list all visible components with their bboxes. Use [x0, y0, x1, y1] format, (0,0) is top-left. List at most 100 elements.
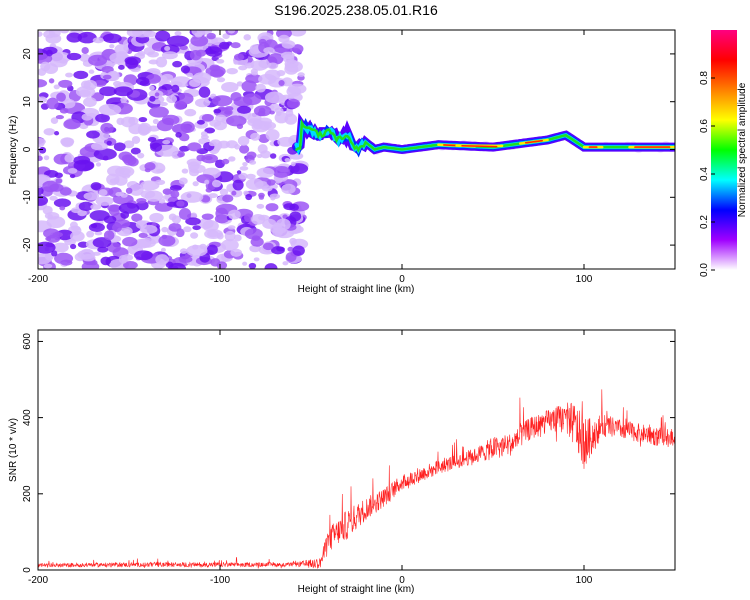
noise-blob: [124, 56, 141, 66]
noise-blob: [210, 68, 225, 78]
noise-blob: [194, 32, 203, 38]
noise-blob: [137, 51, 146, 57]
noise-blob: [180, 65, 191, 74]
noise-blob: [246, 151, 257, 160]
noise-blob: [113, 142, 126, 152]
noise-blob: [136, 197, 147, 204]
colorbar-tick-label: 0.8: [699, 71, 710, 85]
spectrogram-noise-region: [38, 30, 310, 269]
noise-blob: [172, 60, 183, 68]
noise-blob: [83, 97, 97, 108]
noise-blob: [118, 64, 125, 70]
noise-blob: [264, 69, 281, 81]
noise-blob: [169, 184, 182, 191]
noise-blob: [158, 235, 176, 247]
noise-blob: [155, 56, 168, 68]
noise-blob: [147, 137, 157, 142]
noise-blob: [221, 158, 230, 165]
noise-blob: [133, 238, 152, 249]
noise-blob: [148, 106, 169, 118]
noise-blob: [123, 140, 135, 149]
noise-blob: [131, 135, 141, 144]
noise-blob: [38, 31, 43, 37]
noise-blob: [43, 155, 50, 161]
noise-blob: [186, 244, 208, 257]
noise-blob: [40, 61, 51, 72]
noise-blob: [125, 187, 133, 194]
noise-blob: [70, 230, 85, 242]
noise-blob: [63, 119, 81, 130]
noise-blob: [50, 117, 59, 125]
noise-blob: [38, 138, 46, 146]
noise-blob: [276, 246, 285, 252]
noise-blob: [272, 227, 283, 237]
noise-blob: [233, 59, 239, 65]
noise-blob: [215, 114, 227, 123]
noise-blob: [49, 183, 64, 192]
noise-blob: [161, 73, 174, 82]
noise-blob: [188, 164, 206, 174]
noise-blob: [270, 196, 276, 201]
noise-blob: [97, 246, 109, 253]
noise-blob: [267, 53, 284, 65]
noise-blob: [162, 195, 170, 200]
chart-title: S196.2025.238.05.01.R16: [274, 2, 438, 18]
noise-blob: [103, 230, 115, 241]
noise-blob: [263, 47, 275, 54]
spectrogram-ytick-label: 0: [22, 146, 33, 152]
noise-blob: [242, 93, 262, 106]
noise-blob: [67, 167, 78, 174]
noise-blob: [46, 97, 59, 110]
snr-ylabel: SNR (10 * v/v): [8, 418, 19, 482]
colorbar-scale: [711, 30, 737, 270]
noise-blob: [284, 158, 291, 163]
noise-blob: [201, 114, 214, 122]
colorbar-tick-label: 0.0: [699, 263, 710, 277]
noise-blob: [81, 113, 93, 121]
noise-blob: [237, 135, 250, 146]
noise-blob: [206, 32, 216, 40]
noise-blob: [90, 223, 98, 229]
noise-blob: [147, 51, 159, 58]
noise-blob: [227, 30, 236, 34]
noise-blob: [136, 77, 150, 86]
noise-blob: [181, 168, 189, 174]
noise-blob: [100, 122, 114, 134]
noise-blob: [77, 249, 96, 260]
noise-blob: [152, 118, 159, 125]
spectrogram-ytick-label: 10: [22, 96, 33, 108]
colorbar-ticks: 0.0 0.2 0.4 0.6 0.8: [699, 71, 715, 277]
noise-blob: [207, 230, 219, 238]
noise-blob: [239, 166, 249, 171]
noise-blob: [267, 62, 279, 70]
noise-blob: [99, 86, 117, 97]
noise-blob: [210, 258, 221, 267]
noise-blob: [144, 162, 156, 171]
noise-blob: [286, 98, 301, 109]
noise-blob: [38, 195, 48, 206]
noise-blob: [123, 155, 137, 166]
noise-blob: [73, 70, 89, 80]
noise-blob: [102, 74, 112, 80]
noise-blob: [265, 203, 279, 212]
noise-blob: [269, 153, 277, 159]
noise-blob: [178, 208, 192, 220]
noise-blob: [102, 33, 122, 44]
noise-blob: [162, 188, 172, 195]
noise-blob: [196, 119, 205, 125]
noise-blob: [168, 222, 182, 232]
noise-blob: [200, 134, 209, 140]
noise-blob: [175, 132, 182, 138]
colorbar-tick-label: 0.6: [699, 119, 710, 133]
noise-blob: [140, 224, 158, 234]
snr-xtick-label: -100: [210, 575, 230, 586]
snr-panel: -200 -100 0 100 0 200 400 600 Height of straigh…: [8, 329, 676, 595]
noise-blob: [154, 92, 160, 97]
noise-blob: [231, 190, 237, 196]
noise-blob: [43, 263, 53, 269]
noise-blob: [185, 217, 201, 226]
noise-blob: [92, 237, 112, 249]
noise-blob: [248, 262, 257, 269]
noise-blob: [261, 185, 273, 192]
noise-blob: [138, 117, 148, 123]
